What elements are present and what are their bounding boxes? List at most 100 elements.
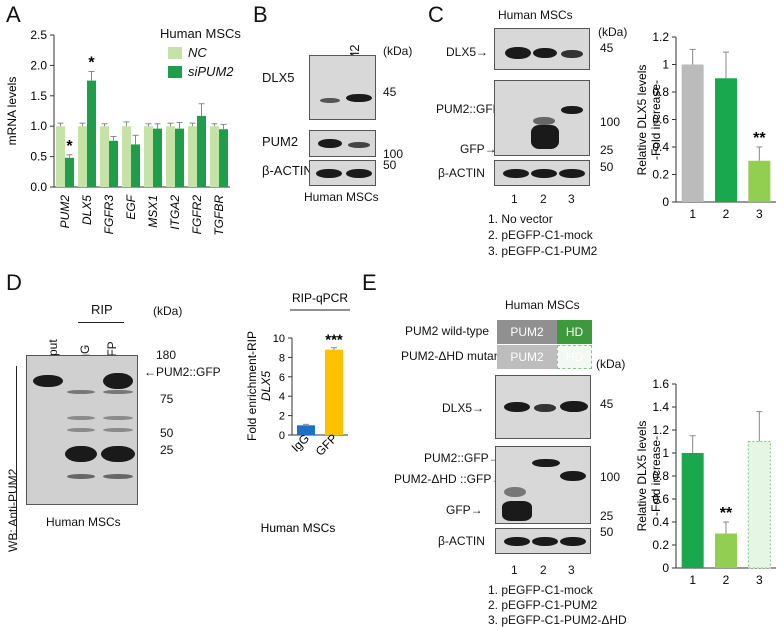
kda-label-d: (kDa) [153, 304, 183, 318]
marker-75-d: 75 [160, 392, 174, 406]
legend-swatch-nc [168, 47, 182, 59]
x-tick-label: FGFR3 [102, 195, 116, 235]
significance-mark: *** [325, 332, 343, 349]
y-axis-label-2: -Fold increase- [649, 436, 663, 516]
y-tick-label: 0.4 [652, 140, 669, 154]
legend-item-e: 1. pEGFP-C1-mock [488, 583, 593, 597]
band [103, 390, 133, 394]
blot-actin-b [309, 160, 376, 186]
row-label-dlx5-e: DLX5→ [442, 401, 485, 415]
x-tick-label: TGFBR [212, 195, 226, 236]
marker-180-d: 180 [156, 348, 177, 362]
significance-mark: ** [753, 130, 766, 147]
band [504, 487, 526, 497]
row-label-gfp-c: GFP→ [460, 142, 497, 156]
y-tick-label: 0.8 [652, 85, 669, 99]
blot-dlx5-e [495, 375, 591, 439]
y-tick-label: 0.4 [652, 515, 669, 529]
band [503, 169, 529, 178]
bar [56, 126, 65, 187]
lane-number: 2 [540, 563, 547, 577]
marker-45-e: 45 [600, 397, 614, 411]
bar [681, 453, 704, 568]
legend-label-nc: NC [188, 45, 207, 60]
band [348, 142, 370, 148]
chart-title: RIP-qPCR [292, 291, 348, 305]
bar [78, 126, 87, 187]
band [67, 416, 95, 420]
blot-dlx5-b [309, 55, 376, 120]
blot-pum2-b [309, 130, 376, 157]
construct-box-pum2-wt: PUM2 [497, 320, 557, 344]
band [560, 401, 588, 412]
y-tick-label: 1.2 [652, 30, 669, 44]
band [505, 47, 531, 59]
chart-c: 0 0.2 0.4 0.6 0.8 1 1.2 1 2 3 Relative DLX5 levels… [635, 30, 776, 221]
marker-100-c: 100 [600, 115, 621, 129]
y-tick-label: 2.0 [30, 58, 47, 72]
y-tick-label: 0.2 [652, 538, 669, 552]
y-tick-label: 0.8 [652, 469, 669, 483]
marker-100-b: 100 [383, 147, 404, 161]
band [560, 537, 586, 546]
y-tick-label: 0.0 [30, 180, 47, 194]
kda-label-e: (kDa) [596, 357, 626, 371]
x-tick-label: PUM2 [58, 195, 72, 229]
bar [681, 64, 704, 202]
blot-gfp-e [495, 446, 591, 524]
band [533, 117, 555, 125]
marker-100-e: 100 [600, 470, 621, 484]
row-label-actin-b: β-ACTIN [262, 163, 313, 178]
legend-swatch-sipum2 [168, 66, 182, 78]
bar [122, 126, 131, 187]
lane-number: 2 [540, 192, 547, 206]
legend-item-c: 2. pEGFP-C1-mock [488, 228, 593, 242]
wb-label: WB: Anti-PUM2 [6, 468, 20, 552]
lane-number: 3 [568, 192, 575, 206]
legend-item-c: 3. pEGFP-C1-PUM2 [488, 244, 598, 258]
marker-50-c: 50 [600, 160, 614, 174]
legend-item-e: 2. pEGFP-C1-PUM2 [488, 598, 598, 612]
y-axis-label: mRNA levels [5, 77, 19, 146]
construct-box-hd-mut: HD [557, 345, 592, 369]
bar [325, 349, 343, 435]
y-tick-label: 6 [279, 372, 285, 384]
rip-label: RIP [91, 302, 113, 317]
band [502, 501, 532, 521]
band [103, 373, 133, 389]
band [532, 459, 560, 467]
band [316, 169, 342, 178]
y-tick-label: 0 [662, 561, 669, 575]
x-tick-label: 2 [723, 573, 730, 587]
marker-25-e: 25 [600, 509, 614, 523]
construct-box-pum2-mut: PUM2 [497, 345, 557, 369]
band [65, 446, 97, 462]
band [103, 428, 133, 432]
caption-b: Human MSCs [304, 190, 379, 204]
y-tick-label: 4 [279, 391, 285, 403]
bar [715, 78, 737, 202]
marker-25-d: 25 [160, 443, 174, 457]
significance-mark: * [88, 54, 95, 71]
marker-25-c: 25 [600, 143, 614, 157]
band [533, 48, 557, 58]
x-tick-label: ITGA2 [168, 195, 182, 230]
band [67, 428, 95, 432]
lane-number: 1 [511, 192, 518, 206]
band [346, 169, 372, 178]
bar [100, 126, 109, 187]
y-tick-label: 1 [662, 58, 669, 72]
y-tick-label: 0.5 [30, 150, 47, 164]
bar [188, 126, 197, 187]
y-axis-label-2: DLX5 [259, 371, 273, 401]
y-tick-label: 0.6 [652, 113, 669, 127]
bar [144, 126, 153, 187]
band [504, 537, 530, 546]
y-tick-label: 2.5 [30, 28, 47, 42]
marker-45-c: 45 [600, 41, 614, 55]
x-tick-label: 1 [689, 573, 696, 587]
bar [748, 160, 771, 202]
construct-label-mut: PUM2-ΔHD mutant [401, 349, 504, 363]
band [33, 375, 63, 387]
lane-number: 1 [511, 563, 518, 577]
